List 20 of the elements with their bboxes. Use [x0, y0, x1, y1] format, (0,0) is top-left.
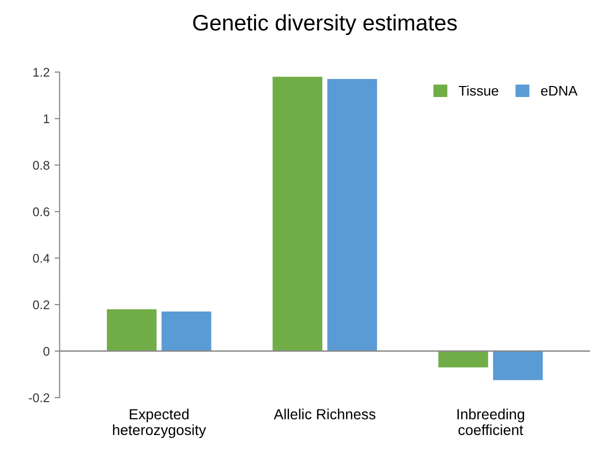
- bar: [438, 351, 488, 368]
- y-tick-label: 1.2: [33, 68, 50, 77]
- y-tick-label: 0.4: [32, 254, 50, 263]
- bar: [162, 312, 212, 352]
- y-tick-label: 1: [44, 114, 50, 124]
- bar: [272, 76, 322, 352]
- x-tick-label: Expected heterozygosity: [113, 408, 206, 438]
- x-tick-label: Inbreeding coefficient: [457, 408, 524, 436]
- y-tick-label: 0.2: [32, 300, 50, 310]
- bar: [493, 351, 543, 380]
- y-tick-label: 0: [43, 346, 50, 356]
- y-tick-label: -0.2: [28, 393, 50, 402]
- legend-label: eDNA: [541, 86, 578, 96]
- y-tick-label: 0.8: [32, 160, 50, 170]
- bar: [327, 79, 378, 352]
- y-tick-label: 0.6: [32, 207, 50, 216]
- chart-title: Genetic diversity estimates: [193, 14, 457, 36]
- legend-label: Tissue: [458, 85, 498, 96]
- bar: [106, 309, 157, 352]
- x-tick-label: Allelic Richness: [274, 408, 376, 420]
